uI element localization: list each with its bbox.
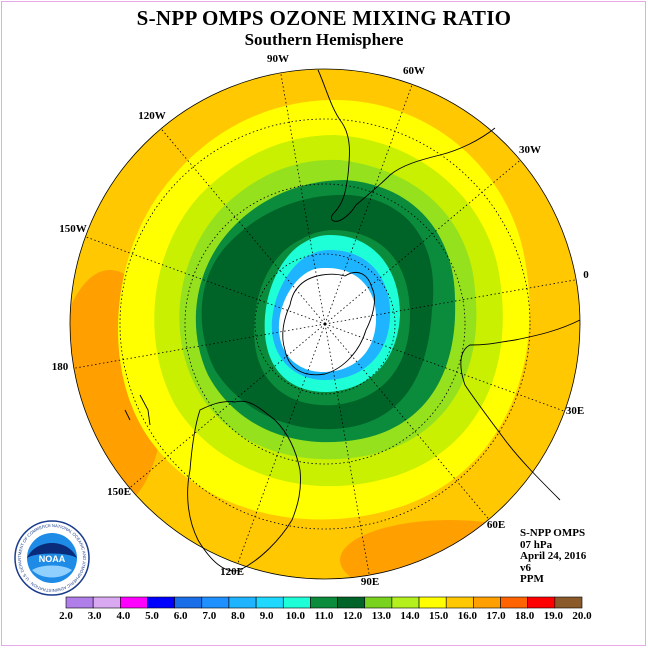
meridian-line — [324, 84, 413, 325]
lon-label-60e: 60E — [487, 519, 505, 531]
lon-label-120e: 120E — [220, 566, 244, 578]
south-pole — [323, 322, 327, 326]
lon-label-120w: 120W — [138, 110, 166, 122]
meridian-line — [324, 323, 565, 412]
product-version: v6 — [520, 561, 531, 574]
lon-label-0: 0 — [583, 269, 589, 281]
graticule — [73, 72, 577, 576]
instrument-name: S-NPP OMPS — [520, 527, 586, 539]
latitude-circle-75s — [254, 253, 396, 395]
latitude-circle-45s — [119, 118, 531, 530]
meridian-lines — [73, 72, 577, 576]
new-zealand-coast — [124, 394, 151, 426]
lon-label-150e: 150E — [107, 486, 131, 498]
meridian-line — [129, 323, 326, 489]
logo-text: NOAA — [39, 554, 66, 564]
lon-label-30w: 30W — [519, 144, 541, 156]
meridian-line — [73, 323, 326, 369]
latitude-circle-60s — [184, 183, 466, 465]
ozone-field — [70, 69, 580, 579]
meridian-line — [324, 159, 521, 325]
south-america-coast — [317, 69, 496, 222]
logo-bird — [27, 543, 77, 558]
coastlines — [124, 69, 581, 572]
meridian-line — [160, 128, 326, 325]
australia-coast — [187, 400, 301, 572]
lon-label-90e: 90E — [361, 576, 379, 588]
product-info: S-NPP OMPS 07 hPa April 24, 2016 v6 PPM — [520, 527, 587, 586]
logo-wave — [32, 565, 72, 578]
lon-label-60w: 60W — [403, 65, 425, 77]
lon-label-90w: 90W — [267, 53, 289, 65]
meridian-line — [85, 236, 326, 325]
polar-hole — [278, 268, 377, 372]
meridian-line — [237, 323, 326, 564]
pressure-level: 07 hPa — [520, 538, 553, 551]
longitude-labels: 90W 60W 30W 0 30E 60E 90E 120E 150E 180 … — [52, 53, 590, 588]
meridian-line — [280, 72, 326, 325]
map-subtitle: Southern Hemisphere — [244, 30, 404, 49]
meridian-line — [324, 323, 490, 520]
units-label: PPM — [520, 573, 544, 585]
observation-date: April 24, 2016 — [520, 550, 587, 562]
meridian-line — [324, 323, 370, 576]
antarctica-coast — [282, 272, 375, 376]
meridian-line — [324, 279, 577, 325]
lon-label-180: 180 — [52, 361, 69, 373]
lon-label-30e: 30E — [566, 405, 584, 417]
map-title: S-NPP OMPS OZONE MIXING RATIO — [136, 6, 512, 30]
globe-edge — [69, 68, 581, 580]
noaa-logo: NOAA NATIONAL OCEANIC AND ATMOSPHERIC AD… — [14, 520, 90, 596]
lon-label-150w: 150W — [59, 223, 87, 235]
africa-coast — [460, 319, 581, 501]
